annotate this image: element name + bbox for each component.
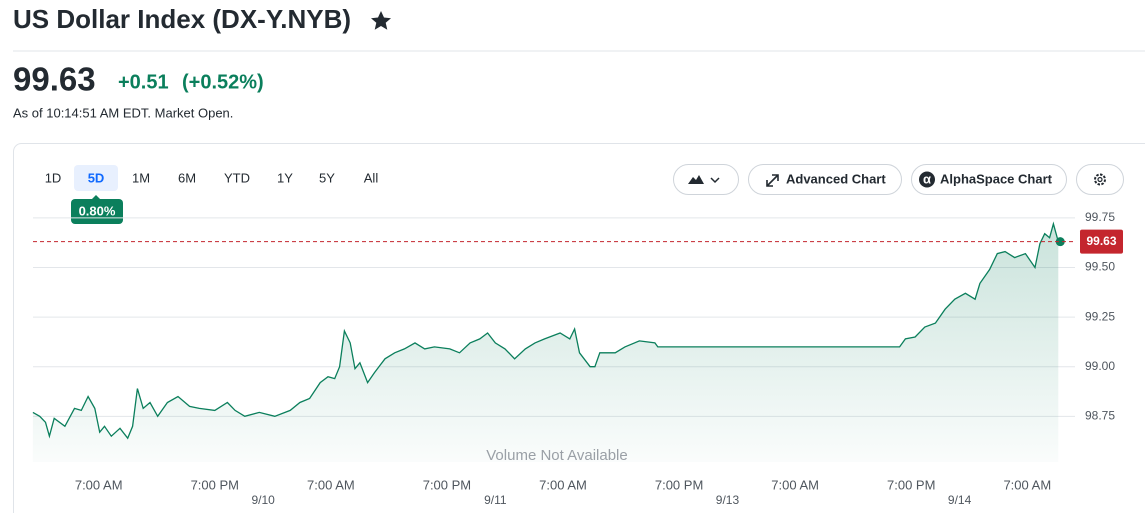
x-date-label: 9/14	[948, 493, 972, 507]
x-date-label: 9/10	[251, 493, 275, 507]
star-icon[interactable]	[371, 11, 391, 30]
x-tick-label: 7:00 AM	[307, 477, 355, 492]
x-tick-label: 7:00 PM	[191, 477, 239, 492]
annotation: Volume Not Available	[486, 447, 627, 464]
y-tick-label: 99.75	[1085, 210, 1115, 224]
change: +0.51	[118, 71, 169, 93]
reference-label: 99.63	[1086, 234, 1116, 248]
alphaspace-chart-button[interactable]: α AlphaSpace Chart	[911, 164, 1067, 195]
title: US Dollar Index (DX-Y.NYB)	[13, 4, 351, 34]
settings-button[interactable]	[1076, 164, 1124, 195]
x-date-label: 9/13	[716, 493, 740, 507]
y-tick-label: 99.25	[1085, 309, 1115, 323]
reference-label-bg	[1080, 229, 1123, 254]
active-range-bg	[74, 165, 118, 191]
y-tick-label: 99.50	[1085, 260, 1115, 274]
range-button[interactable]: 6M	[178, 170, 196, 185]
area	[32, 223, 1059, 462]
alphaspace-chart-label[interactable]: AlphaSpace Chart	[940, 171, 1053, 186]
range-change: 0.80%	[79, 203, 116, 218]
x-tick-label: 7:00 AM	[1003, 477, 1051, 492]
last-point	[1055, 237, 1065, 247]
range-button[interactable]: 5Y	[319, 170, 335, 185]
x-date-label: 9/11	[484, 493, 507, 507]
price: 99.63	[13, 61, 96, 98]
y-tick-label: 98.75	[1085, 409, 1115, 423]
range-button[interactable]: 1Y	[277, 170, 293, 185]
x-tick-label: 7:00 PM	[655, 477, 703, 492]
x-tick-label: 7:00 PM	[423, 477, 471, 492]
x-tick-label: 7:00 AM	[771, 477, 819, 492]
range-button[interactable]: All	[364, 170, 379, 185]
chart-card	[13, 143, 1145, 513]
y-tick-label: 99.00	[1085, 359, 1115, 373]
range-button[interactable]: YTD	[224, 170, 250, 185]
advanced-chart-label[interactable]: Advanced Chart	[786, 171, 886, 186]
svg-text:α: α	[923, 171, 931, 186]
badge-pointer	[91, 195, 101, 200]
x-tick-label: 7:00 AM	[75, 477, 123, 492]
x-tick-label: 7:00 AM	[539, 477, 587, 492]
change-percent: (+0.52%)	[182, 71, 264, 93]
price-line	[32, 221, 1059, 440]
range-button[interactable]: 5D	[88, 170, 105, 185]
range-button[interactable]: 1M	[132, 170, 150, 185]
advanced-chart-button[interactable]: Advanced Chart	[748, 164, 902, 195]
chart-type-button[interactable]	[673, 164, 739, 195]
x-tick-label: 7:00 PM	[887, 477, 935, 492]
as-of: As of 10:14:51 AM EDT. Market Open.	[13, 105, 233, 120]
range-button[interactable]: 1D	[45, 170, 62, 185]
